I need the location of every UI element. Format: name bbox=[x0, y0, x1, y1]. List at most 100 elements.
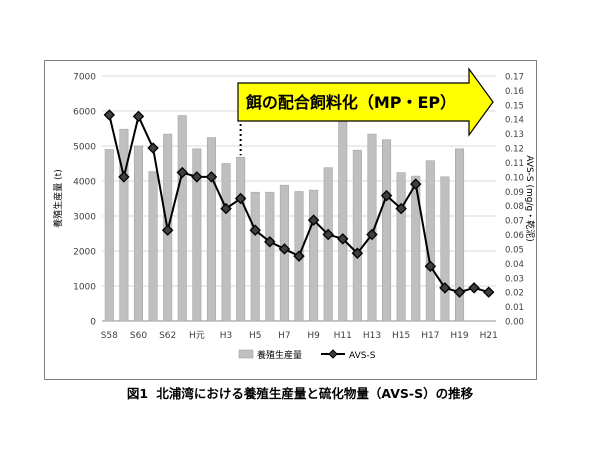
y-left-tick-label: 5000 bbox=[73, 143, 96, 153]
bar-H3 bbox=[221, 163, 231, 322]
y-left-tick-label: 6000 bbox=[73, 108, 96, 118]
avs-s-point-H18 bbox=[439, 282, 451, 294]
y-right-tick-label: 0.04 bbox=[505, 260, 524, 270]
y-right-tick-label: 0.15 bbox=[505, 101, 524, 111]
figure-number: 図1 bbox=[126, 386, 149, 401]
y-left-tick-label: 3000 bbox=[73, 213, 96, 223]
bar-H16 bbox=[411, 175, 421, 322]
x-tick-label: H7 bbox=[278, 331, 291, 341]
avs-s-point-H21 bbox=[482, 286, 495, 298]
y-right-axis-title: AVS-S (mg/g・乾泥) bbox=[524, 155, 536, 242]
avs-s-point-H13 bbox=[366, 228, 378, 241]
x-tick-label: H21 bbox=[480, 331, 498, 341]
chart-svg: 0 1000 2000 3000 4000 5000 6000 7000 0.00 0.01 0.0… bbox=[52, 67, 536, 361]
bar-H2 bbox=[206, 137, 216, 322]
bar-H12 bbox=[352, 149, 362, 322]
avs-s-point-H5 bbox=[249, 224, 261, 236]
y-left-tick-label: 1000 bbox=[73, 283, 96, 293]
x-tick-label: H13 bbox=[363, 331, 381, 341]
bar-S59 bbox=[119, 128, 129, 322]
avs-s-point-H11 bbox=[337, 233, 349, 245]
bar-H6 bbox=[265, 191, 275, 322]
x-tick-label: H9 bbox=[307, 331, 320, 341]
avs-s-point-H10 bbox=[322, 228, 334, 241]
y-right-tick-label: 0.17 bbox=[505, 73, 524, 83]
x-tick-label: H19 bbox=[450, 331, 468, 341]
avs-s-point-H20 bbox=[468, 282, 480, 294]
bar-S58 bbox=[104, 149, 114, 322]
legend-swatch-production bbox=[238, 349, 254, 359]
bar-H元 bbox=[192, 148, 202, 322]
y-right-tick-label: 0.10 bbox=[505, 173, 524, 183]
avs-s-point-H17 bbox=[424, 260, 437, 272]
bar-H5 bbox=[250, 191, 260, 322]
x-tick-label: H15 bbox=[392, 331, 410, 341]
bar-S60 bbox=[133, 145, 144, 322]
bar-H14 bbox=[382, 139, 392, 322]
avs-s-point-S59 bbox=[118, 171, 130, 183]
y-left-axis-title: 養殖生産量 (t) bbox=[52, 169, 64, 227]
avs-s-point-H7 bbox=[278, 243, 291, 255]
avs-s-point-H4 bbox=[234, 192, 247, 205]
avs-s-point-H12 bbox=[351, 247, 364, 259]
bar-H19 bbox=[454, 148, 465, 322]
x-tick-label: H11 bbox=[334, 331, 352, 341]
x-tick-label: H元 bbox=[189, 331, 205, 341]
bar-S61 bbox=[148, 171, 158, 322]
bar-H18 bbox=[440, 176, 450, 322]
avs-s-point-H2 bbox=[205, 171, 218, 183]
y-right-tick-label: 0.08 bbox=[505, 202, 524, 212]
avs-s-point-H16 bbox=[410, 178, 422, 190]
avs-s-point-S60 bbox=[132, 110, 145, 123]
y-right-tick-label: 0.02 bbox=[505, 289, 524, 299]
avs-s-point-H8 bbox=[293, 250, 305, 262]
y-right-tick-label: 0.01 bbox=[505, 303, 524, 313]
avs-s-point-H6 bbox=[264, 236, 276, 248]
y-left-tick-label: 2000 bbox=[73, 248, 96, 258]
mp-ep-arrow bbox=[237, 67, 494, 137]
figure-caption: 図1 北浦湾における養殖生産量と硫化物量（AVS-S）の推移 bbox=[0, 383, 600, 402]
legend-label-production: 養殖生産量 bbox=[257, 349, 302, 361]
legend-label-avs-s: AVS-S bbox=[349, 351, 376, 361]
avs-s-point-S62 bbox=[161, 224, 174, 236]
y-right-tick-label: 0.14 bbox=[505, 116, 524, 126]
avs-s-point-H3 bbox=[220, 202, 232, 215]
avs-s-point-S58 bbox=[103, 109, 116, 121]
bar-H15 bbox=[396, 172, 406, 322]
bar-H13 bbox=[367, 133, 377, 322]
x-tick-label: H17 bbox=[421, 331, 439, 341]
legend-swatch-avs-marker bbox=[328, 349, 338, 359]
x-tick-label: H3 bbox=[220, 331, 233, 341]
mp-ep-arrow-label: 餌の配合飼料化（MP・EP） bbox=[245, 93, 456, 112]
y-right-tick-label: 0.03 bbox=[505, 274, 524, 284]
x-tick-label: S58 bbox=[101, 331, 118, 341]
bar-H10 bbox=[323, 167, 333, 322]
bar-H4 bbox=[236, 156, 246, 322]
bar-H11 bbox=[338, 120, 348, 322]
y-right-tick-label: 0.05 bbox=[505, 245, 524, 255]
y-left-tick-label: 0 bbox=[90, 318, 96, 328]
avs-s-point-S63 bbox=[176, 166, 188, 179]
x-tick-label: H5 bbox=[249, 331, 262, 341]
x-tick-label: S62 bbox=[159, 331, 176, 341]
y-left-tick-label: 7000 bbox=[73, 73, 96, 83]
bar-S63 bbox=[177, 115, 187, 322]
chart-frame: 0 1000 2000 3000 4000 5000 6000 7000 0.00 0.01 0.0… bbox=[44, 60, 537, 380]
avs-s-point-H19 bbox=[453, 286, 466, 298]
y-right-tick-label: 0.16 bbox=[505, 87, 524, 97]
avs-s-point-H15 bbox=[395, 202, 407, 215]
avs-s-point-H14 bbox=[380, 189, 393, 202]
y-right-tick-label: 0.13 bbox=[505, 130, 524, 140]
y-right-tick-label: 0.11 bbox=[505, 159, 524, 169]
y-right-tick-label: 0.06 bbox=[505, 231, 524, 241]
avs-s-point-S61 bbox=[147, 142, 159, 154]
bar-H17 bbox=[425, 160, 435, 322]
avs-s-point-H9 bbox=[307, 214, 320, 226]
y-right-tick-label: 0.00 bbox=[505, 318, 524, 328]
y-left-tick-label: 4000 bbox=[73, 178, 96, 188]
y-right-tick-label: 0.12 bbox=[505, 145, 524, 155]
y-right-tick-label: 0.07 bbox=[505, 217, 524, 227]
figure-title: 北浦湾における養殖生産量と硫化物量（AVS-S）の推移 bbox=[156, 386, 474, 401]
y-right-tick-label: 0.09 bbox=[505, 188, 524, 198]
x-tick-label: S60 bbox=[130, 331, 147, 341]
